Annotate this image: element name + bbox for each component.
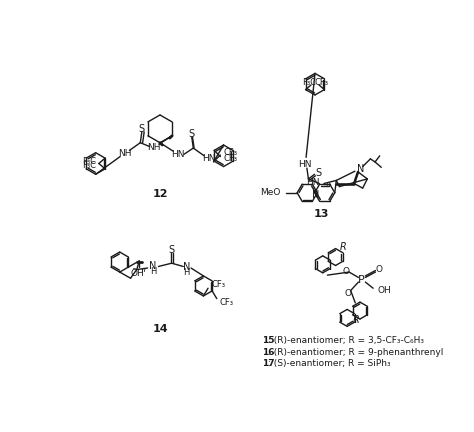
Text: : (S)-enantiomer; R = SiPh₃: : (S)-enantiomer; R = SiPh₃ — [268, 359, 391, 368]
Text: P: P — [358, 275, 365, 285]
Text: F₃C: F₃C — [82, 161, 96, 170]
Text: CF₃: CF₃ — [211, 280, 225, 289]
Text: ,,: ,, — [326, 177, 332, 187]
Text: : (R)-enantiomer; R = 3,5-CF₃-C₆H₃: : (R)-enantiomer; R = 3,5-CF₃-C₆H₃ — [268, 336, 424, 345]
Text: N: N — [312, 190, 320, 200]
Text: O: O — [375, 265, 382, 274]
Text: HN: HN — [307, 178, 320, 187]
Text: N: N — [149, 261, 157, 271]
Text: CF₃: CF₃ — [223, 154, 237, 163]
Text: S: S — [138, 124, 144, 134]
Text: CF₃: CF₃ — [223, 148, 237, 157]
Text: R: R — [353, 315, 359, 325]
Text: ,,: ,, — [140, 263, 146, 273]
Text: R: R — [339, 241, 346, 251]
Text: 15: 15 — [262, 336, 275, 345]
Text: F₃C: F₃C — [82, 157, 96, 166]
Text: 14: 14 — [152, 324, 168, 334]
Text: 13: 13 — [313, 209, 329, 219]
Text: F₃C: F₃C — [302, 78, 316, 87]
Text: CF₃: CF₃ — [314, 78, 328, 87]
Text: H: H — [183, 268, 190, 277]
Text: O: O — [345, 289, 352, 298]
Text: OH: OH — [377, 286, 391, 295]
Text: O: O — [343, 267, 349, 276]
Text: NH: NH — [118, 149, 132, 158]
Text: HN: HN — [299, 160, 312, 169]
Text: : (R)-enantiomer; R = 9-phenanthrenyl: : (R)-enantiomer; R = 9-phenanthrenyl — [268, 348, 443, 357]
Text: CF₃: CF₃ — [220, 298, 234, 307]
Text: MeO: MeO — [260, 188, 280, 197]
Text: 17: 17 — [262, 359, 275, 368]
Text: 12: 12 — [152, 189, 168, 199]
Text: 16: 16 — [262, 348, 275, 357]
Text: N: N — [182, 262, 190, 272]
Text: H: H — [150, 267, 156, 276]
Text: S: S — [315, 168, 321, 178]
Text: ŌH: ŌH — [131, 270, 145, 279]
Text: HN: HN — [202, 154, 216, 163]
Text: N: N — [356, 164, 364, 174]
Text: NH: NH — [147, 143, 161, 152]
Text: HN: HN — [171, 150, 184, 159]
Text: S: S — [189, 129, 195, 139]
Text: S: S — [169, 245, 175, 254]
